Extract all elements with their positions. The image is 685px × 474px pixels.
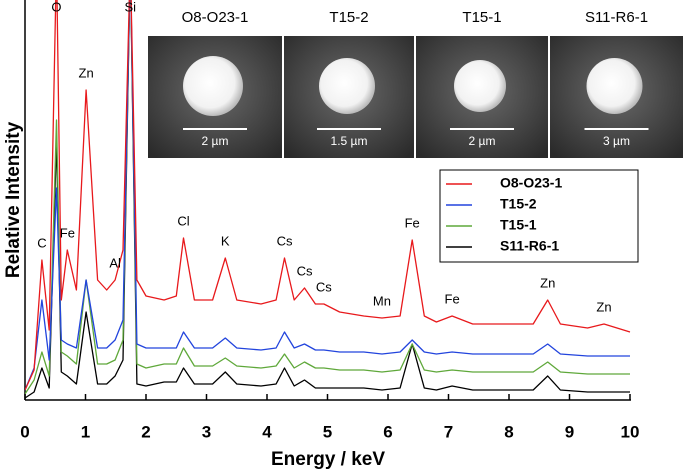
x-tick-label: 6 (383, 422, 392, 441)
particle (183, 56, 243, 116)
spectrum-line (25, 0, 630, 391)
legend-label: O8-O23-1 (500, 175, 562, 191)
x-tick-label: 1 (81, 422, 90, 441)
peak-label: O (51, 0, 61, 14)
inset-title: T15-2 (329, 9, 368, 26)
inset-title: O8-O23-1 (182, 9, 249, 26)
particle (454, 60, 506, 112)
x-tick-label: 4 (262, 422, 272, 441)
x-tick-label: 10 (621, 422, 640, 441)
peak-label: Fe (60, 225, 75, 240)
peak-label: Cs (297, 263, 313, 278)
y-axis-label: Relative Intensity (3, 121, 24, 278)
x-tick-label: 3 (202, 422, 211, 441)
scale-label: 2 µm (202, 134, 229, 148)
peak-label: C (37, 235, 46, 250)
legend-box (439, 169, 639, 263)
peak-label: K (221, 233, 230, 248)
scale-label: 1.5 µm (331, 134, 368, 148)
scale-label: 2 µm (469, 134, 496, 148)
x-tick-label: 5 (323, 422, 332, 441)
x-tick-label: 9 (565, 422, 574, 441)
x-tick-label: 2 (141, 422, 150, 441)
legend-label: T15-2 (500, 196, 537, 212)
peak-label: Cl (177, 213, 189, 228)
peak-label: Zn (79, 65, 94, 80)
x-tick-label: 0 (20, 422, 29, 441)
peak-label: Cs (277, 233, 293, 248)
peak-label: Al (109, 255, 121, 270)
peak-label: Fe (445, 291, 460, 306)
peak-label: Fe (405, 215, 420, 230)
x-tick-label: 7 (444, 422, 453, 441)
legend-label: T15-1 (500, 217, 537, 233)
x-axis-label: Energy / keV (271, 449, 385, 470)
legend-label: S11-R6-1 (500, 238, 559, 254)
peak-label: Zn (540, 275, 555, 290)
spectrum-line (25, 0, 630, 399)
x-tick-label: 8 (504, 422, 513, 441)
peak-label: Zn (596, 299, 611, 314)
scale-label: 3 µm (603, 134, 630, 148)
particle (319, 58, 375, 114)
peak-label: Si (124, 0, 136, 14)
plot-area (25, 0, 631, 399)
inset-title: T15-1 (462, 9, 501, 26)
peak-label: Mn (373, 293, 391, 308)
inset-title: S11-R6-1 (585, 9, 648, 26)
spectrum-line (25, 0, 631, 391)
particle (586, 58, 643, 114)
peak-label: Cs (316, 279, 332, 294)
spectrum-line (25, 0, 630, 395)
